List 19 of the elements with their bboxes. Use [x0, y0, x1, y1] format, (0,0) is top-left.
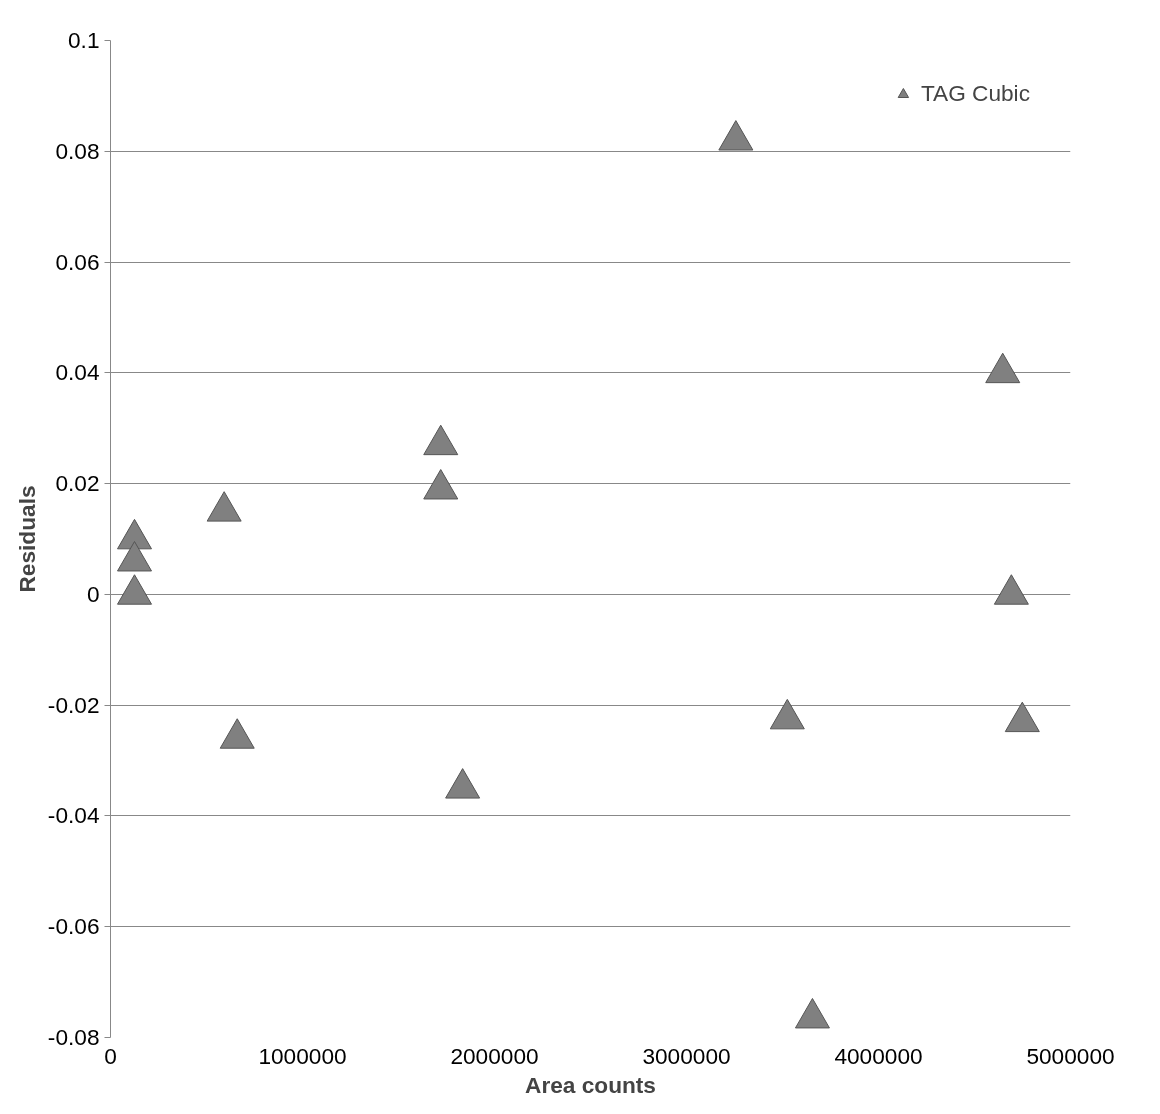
y-axis-title: Residuals	[13, 485, 40, 593]
y-tick-label: 0.04	[55, 359, 100, 386]
x-tick-label: 3000000	[642, 1042, 731, 1069]
x-tick-label: 0	[104, 1042, 117, 1069]
y-tick-label: -0.08	[47, 1024, 100, 1050]
y-tick-label: 0.08	[55, 137, 100, 164]
x-tick-label: 2000000	[450, 1042, 539, 1069]
x-tick-label: 1000000	[258, 1042, 347, 1069]
legend-label: TAG Cubic	[920, 80, 1030, 107]
y-tick-label: -0.02	[47, 691, 100, 718]
y-tick-label: 0.02	[55, 470, 100, 497]
x-axis-title: Area counts	[525, 1071, 656, 1098]
y-tick-label: 0.06	[55, 248, 100, 275]
y-tick-label: 0	[86, 580, 100, 607]
y-tick-label: 0.1	[68, 27, 100, 53]
y-tick-label: -0.04	[47, 802, 100, 829]
y-tick-label: -0.06	[47, 913, 100, 940]
x-tick-label: 5000000	[1026, 1042, 1115, 1069]
x-tick-label: 4000000	[834, 1042, 923, 1069]
